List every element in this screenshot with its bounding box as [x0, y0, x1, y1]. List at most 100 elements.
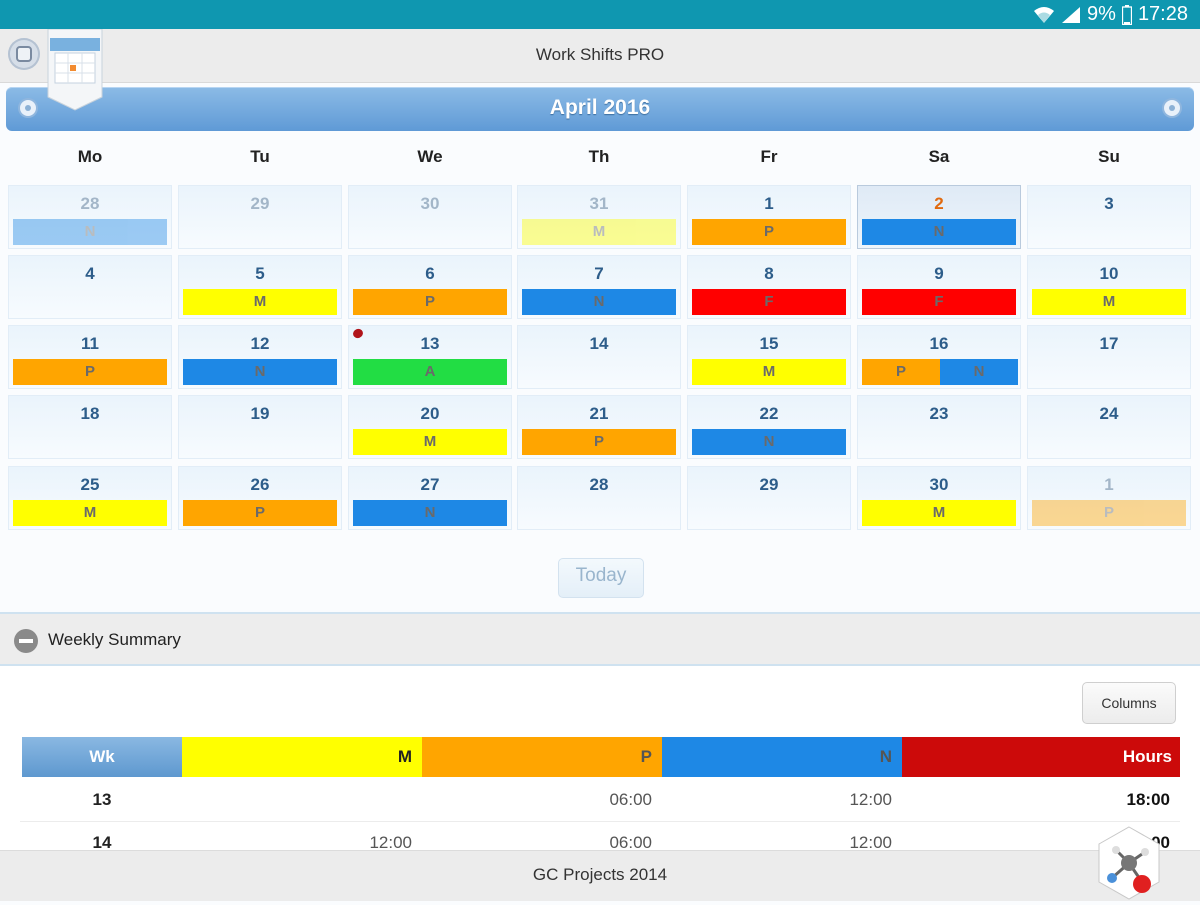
- day-number: 29: [250, 194, 270, 213]
- day-number: 28: [80, 194, 100, 213]
- weekly-summary-header[interactable]: Weekly Summary: [0, 612, 1200, 666]
- day-number: 28: [589, 475, 609, 494]
- day-cell[interactable]: 29: [178, 185, 342, 249]
- next-month-button[interactable]: [1164, 100, 1180, 116]
- day-cell[interactable]: 17: [1027, 325, 1191, 389]
- shift-badge: P: [522, 429, 676, 455]
- status-bar: 9% 17:28: [0, 0, 1200, 29]
- shift-badge: N: [183, 359, 337, 385]
- day-cell[interactable]: 4: [8, 255, 172, 319]
- day-cell[interactable]: 14: [517, 325, 681, 389]
- today-button[interactable]: Today: [558, 558, 644, 598]
- day-cell[interactable]: 26 P: [178, 466, 342, 530]
- summary-p: 06:00: [609, 833, 652, 852]
- weekday-header: Fr: [760, 147, 778, 166]
- weekday-header: Sa: [928, 147, 950, 166]
- shift-badge: M: [13, 500, 167, 526]
- summary-m: 12:00: [369, 833, 412, 852]
- day-cell[interactable]: 15 M: [687, 325, 851, 389]
- day-cell[interactable]: 22 N: [687, 395, 851, 459]
- prev-month-button[interactable]: [20, 100, 36, 116]
- day-number: 19: [250, 404, 270, 423]
- summary-header-week: Wk: [22, 737, 182, 777]
- day-cell[interactable]: 16 P N: [857, 325, 1021, 389]
- shift-badge: N: [862, 219, 1016, 245]
- day-cell[interactable]: 18: [8, 395, 172, 459]
- day-cell[interactable]: 28 N: [8, 185, 172, 249]
- battery-percent: 9%: [1087, 3, 1116, 25]
- day-cell[interactable]: 12 N: [178, 325, 342, 389]
- day-cell[interactable]: 23: [857, 395, 1021, 459]
- day-number: 24: [1099, 404, 1119, 423]
- signal-icon: [1061, 6, 1081, 24]
- day-cell[interactable]: 13 A: [348, 325, 512, 389]
- row-divider: [20, 821, 1180, 822]
- day-number: 23: [929, 404, 949, 423]
- day-cell[interactable]: 20 M: [348, 395, 512, 459]
- day-cell[interactable]: 29: [687, 466, 851, 530]
- day-cell[interactable]: 28: [517, 466, 681, 530]
- day-cell[interactable]: 19: [178, 395, 342, 459]
- day-cell[interactable]: 30: [348, 185, 512, 249]
- day-number: 22: [759, 404, 779, 423]
- shift-badge: M: [353, 429, 507, 455]
- summary-n: 12:00: [849, 833, 892, 852]
- collapse-icon[interactable]: [14, 629, 38, 653]
- battery-icon: [1121, 4, 1132, 25]
- day-cell[interactable]: 25 M: [8, 466, 172, 530]
- app-title: Work Shifts PRO: [535, 45, 665, 64]
- day-cell[interactable]: 30 M: [857, 466, 1021, 530]
- shift-badge: N: [13, 219, 167, 245]
- day-cell[interactable]: 11 P: [8, 325, 172, 389]
- weekday-header: Mo: [77, 147, 103, 166]
- day-number: 27: [420, 475, 440, 494]
- summary-week: 14: [92, 833, 112, 852]
- weekly-summary-title: Weekly Summary: [48, 630, 181, 649]
- summary-week: 13: [92, 790, 112, 809]
- shift-badge: M: [862, 500, 1016, 526]
- day-number: 11: [81, 334, 99, 353]
- day-number: 4: [85, 264, 95, 283]
- shift-badge: P: [1032, 500, 1186, 526]
- columns-button[interactable]: Columns: [1082, 682, 1176, 724]
- day-cell[interactable]: 10 M: [1027, 255, 1191, 319]
- day-number: 1: [1104, 475, 1114, 494]
- footer: GC Projects 2014: [0, 850, 1200, 901]
- menu-button[interactable]: [8, 38, 40, 70]
- shift-badge: P: [692, 219, 846, 245]
- day-cell[interactable]: 24: [1027, 395, 1191, 459]
- shift-badge: N: [353, 500, 507, 526]
- day-cell[interactable]: 3: [1027, 185, 1191, 249]
- shift-badge: N: [692, 429, 846, 455]
- day-number: 3: [1104, 194, 1114, 213]
- month-title: April 2016: [549, 96, 651, 119]
- menu-icon: [16, 46, 32, 62]
- weekday-header: Tu: [250, 147, 270, 166]
- summary-header-n: N: [662, 737, 902, 777]
- shift-badge: M: [522, 219, 676, 245]
- summary-m: [182, 780, 412, 820]
- chevron-left-icon: [25, 105, 31, 111]
- day-cell[interactable]: 31 M: [517, 185, 681, 249]
- day-number: 9: [934, 264, 944, 283]
- day-cell[interactable]: 27 N: [348, 466, 512, 530]
- day-number: 10: [1099, 264, 1119, 283]
- day-number: 2: [934, 194, 944, 213]
- day-number: 14: [589, 334, 609, 353]
- day-cell[interactable]: 21 P: [517, 395, 681, 459]
- summary-n: 12:00: [849, 790, 892, 809]
- weekday-header: Th: [588, 147, 610, 166]
- day-number: 20: [420, 404, 440, 423]
- shift-badge: M: [692, 359, 846, 385]
- day-number: 13: [420, 334, 440, 353]
- day-number: 1: [764, 194, 774, 213]
- summary-hours: 18:00: [1126, 790, 1170, 809]
